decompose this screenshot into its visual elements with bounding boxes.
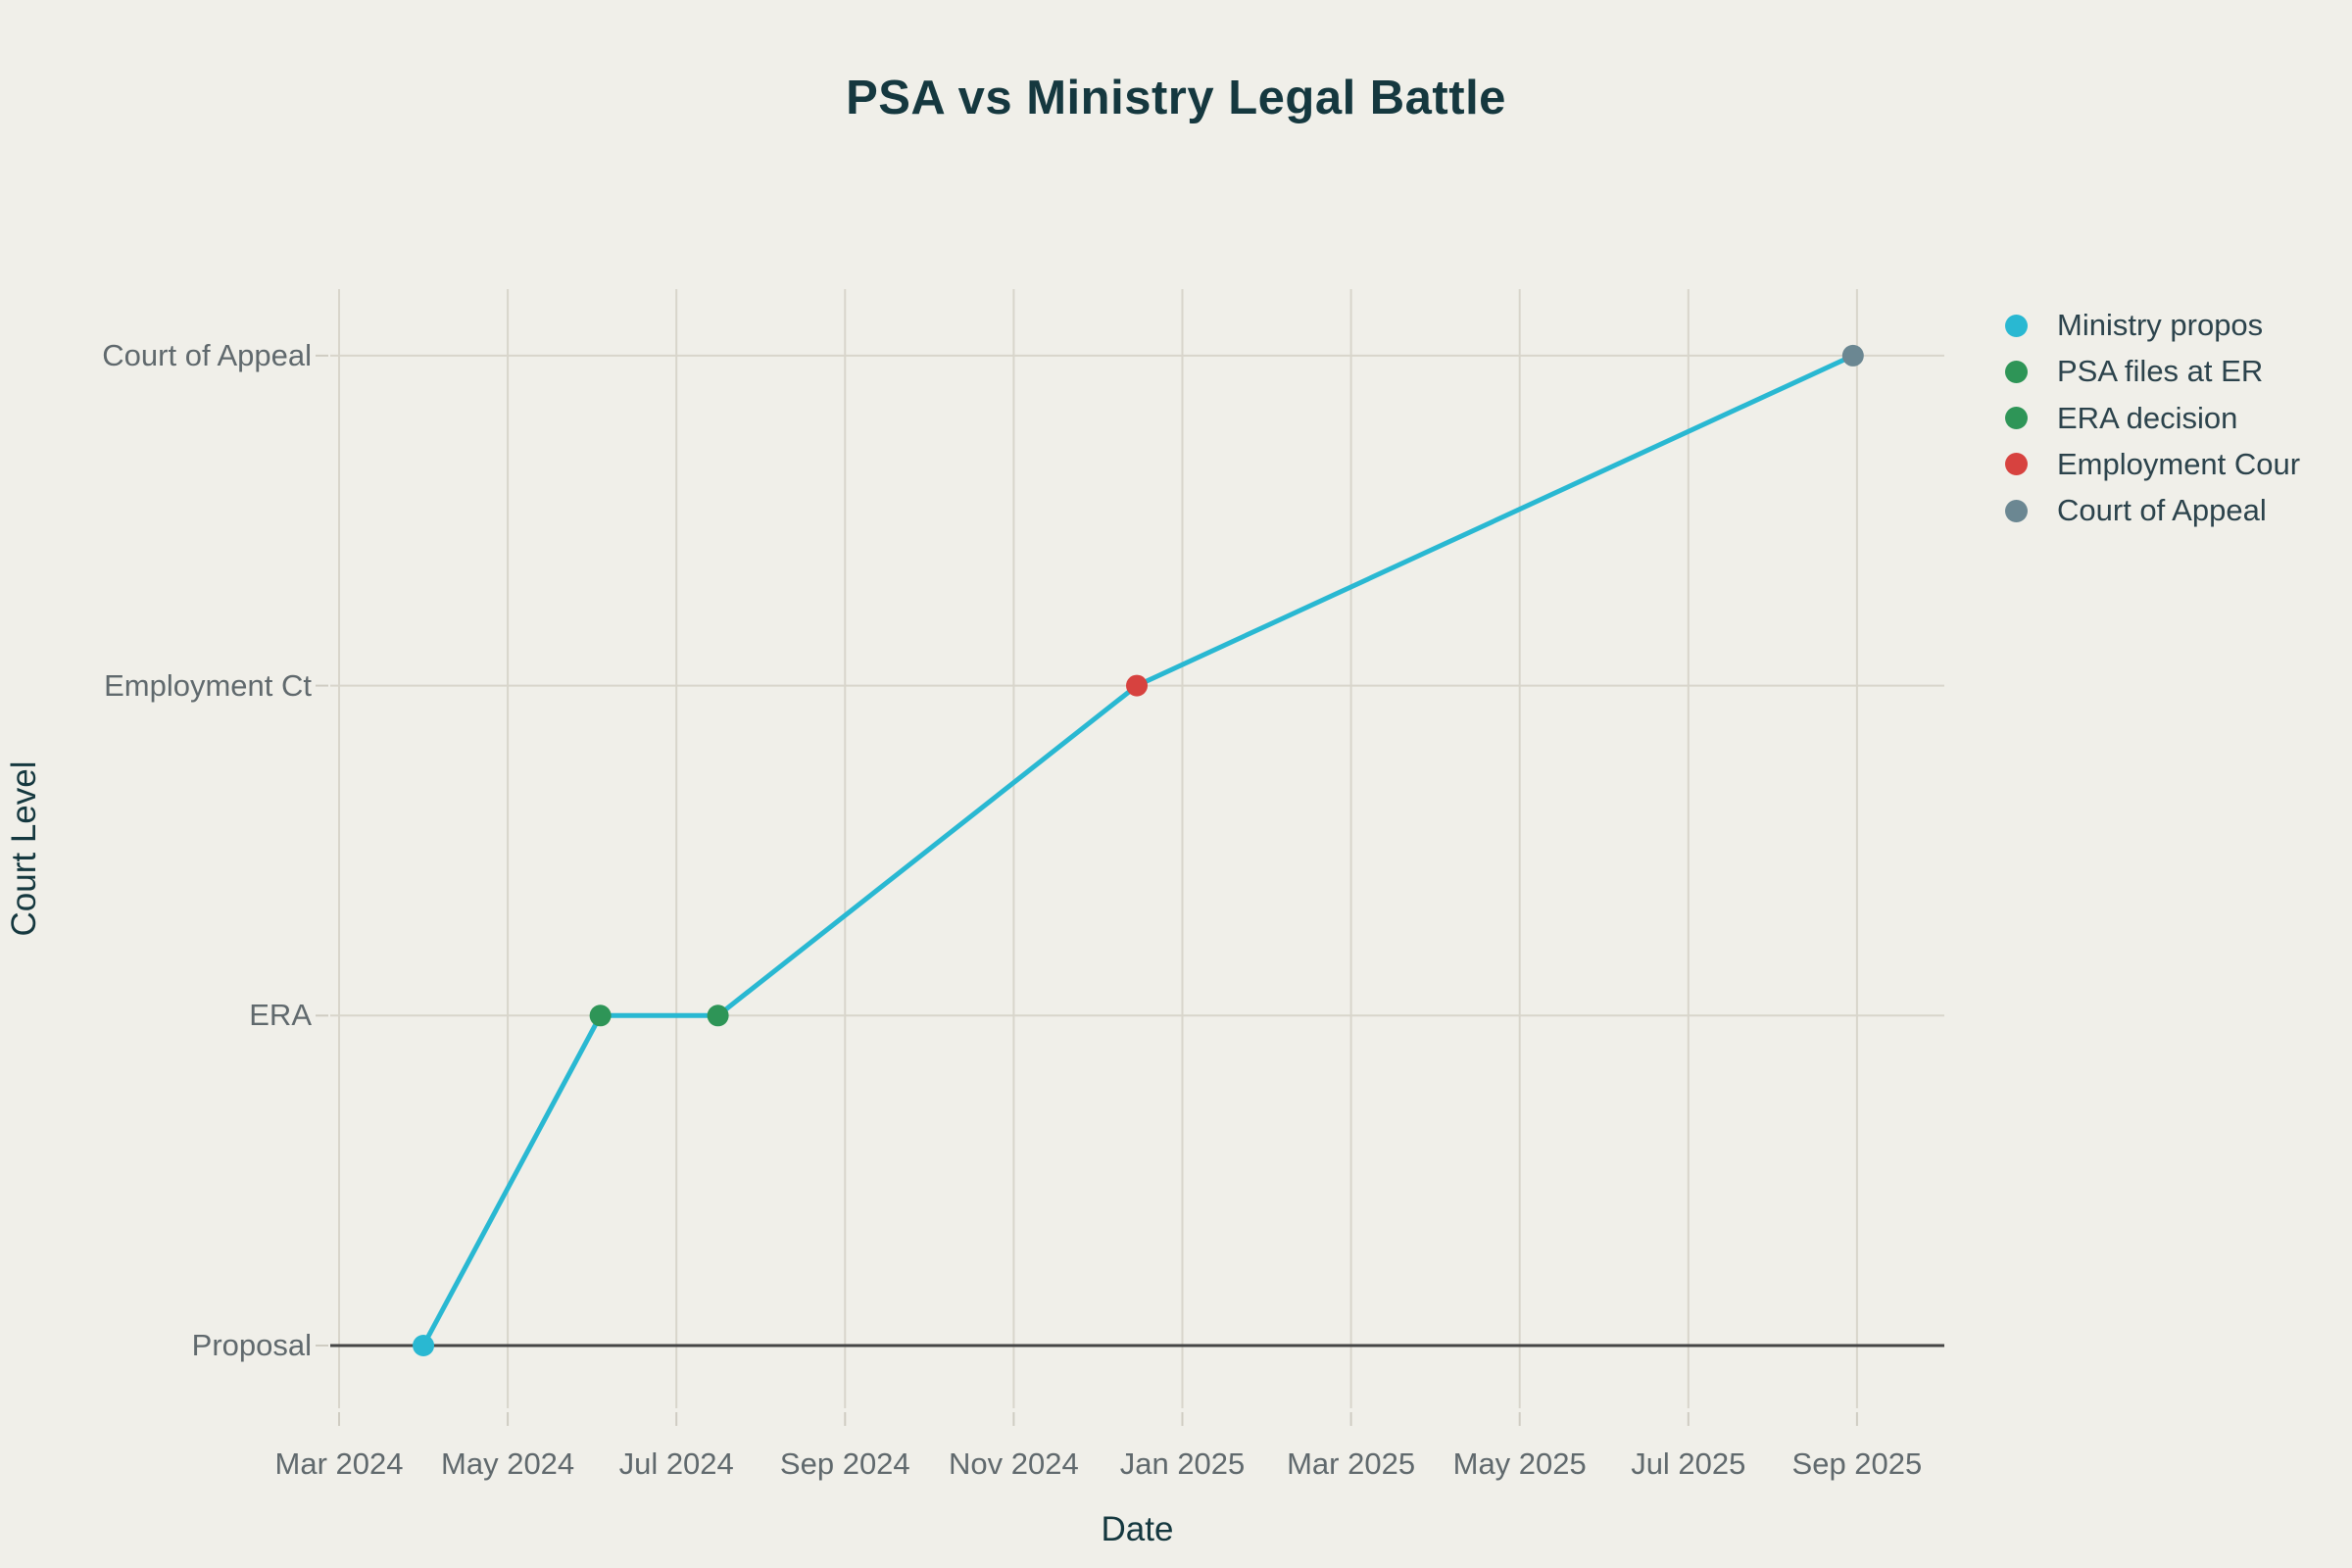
x-tick-label: Jan 2025 <box>1119 1446 1246 1481</box>
legend-label: PSA files at ER <box>2057 354 2264 389</box>
data-point-3 <box>707 1004 729 1027</box>
x-tick-label: Sep 2025 <box>1791 1446 1923 1481</box>
legend-item-4: Employment Cour <box>2005 442 2300 487</box>
x-tick-label: Mar 2024 <box>274 1446 404 1481</box>
data-point-4 <box>1126 674 1149 697</box>
legend-marker-icon <box>2005 453 2028 476</box>
legend-item-1: Ministry propos <box>2005 303 2263 348</box>
legend-label: ERA decision <box>2057 400 2238 435</box>
x-tick-label: Sep 2024 <box>779 1446 910 1481</box>
timeline-line <box>420 353 1854 1348</box>
x-tick-label: Jul 2024 <box>618 1446 734 1481</box>
legend-marker-icon <box>2005 360 2028 383</box>
legend-item-2: PSA files at ER <box>2005 349 2263 394</box>
x-tick-label: Mar 2025 <box>1287 1446 1416 1481</box>
legend-label: Court of Appeal <box>2057 493 2267 528</box>
y-tick-label: Court of Appeal <box>102 337 312 372</box>
chart-title: PSA vs Ministry Legal Battle <box>846 72 1506 124</box>
legend-marker-icon <box>2005 499 2028 522</box>
x-tick-label: May 2025 <box>1452 1446 1587 1481</box>
legend-item-5: Court of Appeal <box>2005 488 2267 533</box>
legend-marker-icon <box>2005 407 2028 430</box>
legend-item-3: ERA decision <box>2005 396 2237 441</box>
legend-label: Ministry propos <box>2057 308 2264 342</box>
x-tick-label: May 2024 <box>441 1446 575 1481</box>
x-axis-title: Date <box>1101 1510 1174 1548</box>
y-tick-label: Proposal <box>191 1328 312 1362</box>
data-point-5 <box>1841 344 1864 367</box>
legend-marker-icon <box>2005 314 2028 337</box>
y-tick-label: ERA <box>249 998 312 1033</box>
data-point-2 <box>589 1004 612 1027</box>
y-tick-label: Employment Ct <box>104 667 312 703</box>
x-tick-label: Jul 2025 <box>1631 1446 1746 1481</box>
data-point-1 <box>413 1335 435 1356</box>
y-axis-title: Court Level <box>5 760 43 937</box>
x-tick-label: Nov 2024 <box>949 1446 1079 1481</box>
legend-label: Employment Cour <box>2057 446 2301 481</box>
